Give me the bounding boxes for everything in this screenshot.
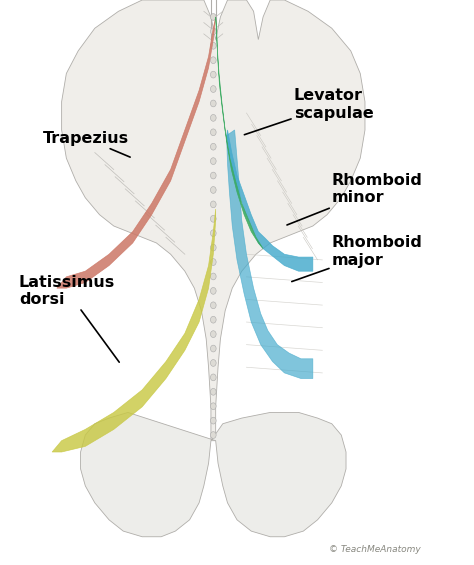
Text: Latissimus
dorsi: Latissimus dorsi [19, 275, 119, 362]
Text: Levator
scapulae: Levator scapulae [245, 88, 374, 134]
Polygon shape [216, 17, 263, 249]
Circle shape [210, 388, 216, 395]
Circle shape [210, 259, 216, 266]
Polygon shape [62, 0, 365, 441]
Circle shape [210, 345, 216, 352]
Circle shape [210, 71, 216, 78]
Circle shape [210, 374, 216, 381]
Polygon shape [227, 130, 313, 379]
Circle shape [210, 86, 216, 93]
Polygon shape [81, 412, 346, 537]
Circle shape [210, 273, 216, 280]
Circle shape [210, 14, 216, 20]
Circle shape [210, 331, 216, 337]
Circle shape [210, 403, 216, 410]
Circle shape [210, 316, 216, 323]
Circle shape [210, 230, 216, 237]
Circle shape [210, 417, 216, 424]
Text: Rhomboid
minor: Rhomboid minor [287, 173, 423, 225]
Circle shape [210, 158, 216, 164]
Circle shape [210, 432, 216, 438]
Polygon shape [227, 130, 313, 271]
Circle shape [210, 172, 216, 179]
Circle shape [210, 28, 216, 35]
Polygon shape [57, 17, 216, 288]
Circle shape [210, 201, 216, 208]
Circle shape [210, 359, 216, 366]
Circle shape [210, 215, 216, 222]
Circle shape [210, 57, 216, 64]
Circle shape [210, 302, 216, 308]
Circle shape [210, 115, 216, 121]
Circle shape [210, 186, 216, 193]
Text: Trapezius: Trapezius [43, 131, 130, 157]
Circle shape [210, 129, 216, 136]
Text: © TeachMeAnatomy: © TeachMeAnatomy [328, 545, 420, 554]
Circle shape [210, 288, 216, 294]
Text: Rhomboid
major: Rhomboid major [292, 235, 423, 281]
Polygon shape [52, 209, 216, 452]
Circle shape [210, 144, 216, 150]
Circle shape [210, 244, 216, 251]
Circle shape [210, 42, 216, 49]
Circle shape [210, 100, 216, 107]
